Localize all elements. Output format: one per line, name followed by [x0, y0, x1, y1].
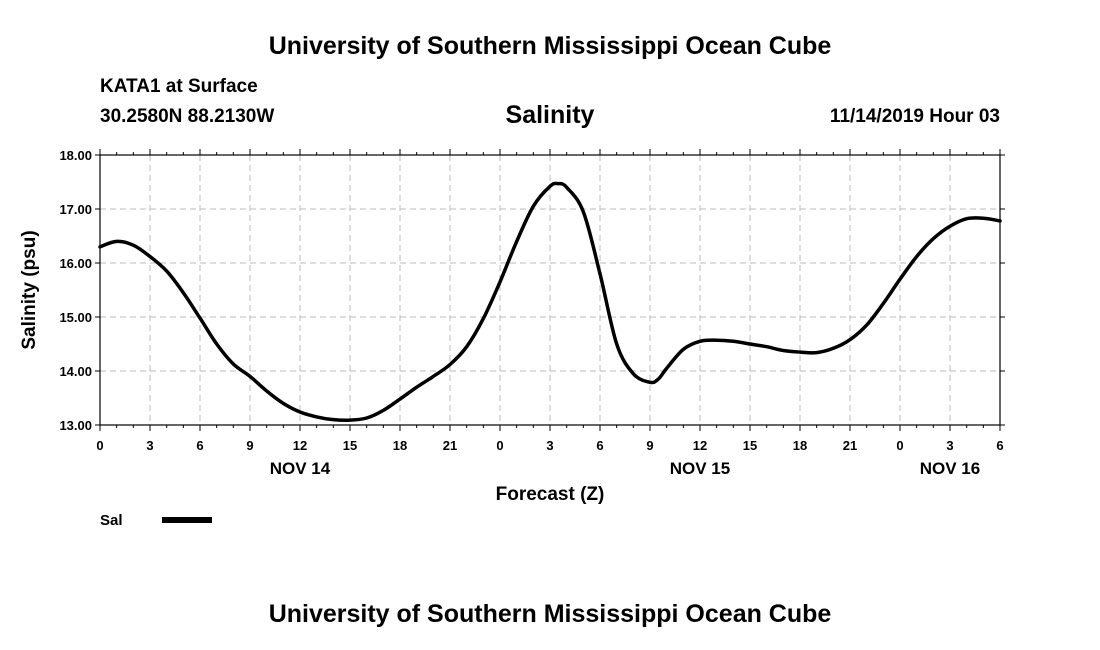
day-label: NOV 16 — [920, 459, 980, 478]
y-tick-label: 17.00 — [59, 202, 92, 217]
day-label: NOV 14 — [270, 459, 331, 478]
page-title: University of Southern Mississippi Ocean… — [268, 32, 832, 60]
x-tick-label: 6 — [196, 438, 203, 453]
x-tick-label: 0 — [496, 438, 503, 453]
y-tick-label: 18.00 — [59, 148, 92, 163]
datetime-label: 11/14/2019 Hour 03 — [829, 106, 1000, 127]
x-tick-label: 18 — [393, 438, 407, 453]
x-tick-label: 3 — [946, 438, 953, 453]
x-tick-label: 6 — [596, 438, 603, 453]
y-axis-title: Salinity (psu) — [19, 230, 40, 349]
x-tick-label: 12 — [293, 438, 307, 453]
x-tick-label: 9 — [646, 438, 653, 453]
x-tick-label: 12 — [693, 438, 707, 453]
legend-label: Sal — [100, 512, 123, 529]
x-tick-label: 15 — [743, 438, 757, 453]
x-tick-label: 0 — [896, 438, 903, 453]
x-tick-label: 9 — [246, 438, 253, 453]
series-line-sal — [98, 181, 1002, 422]
parameter-label: Salinity — [505, 101, 595, 129]
y-tick-label: 16.00 — [59, 256, 92, 271]
day-label: NOV 15 — [670, 459, 730, 478]
location-label: 30.2580N 88.2130W — [100, 106, 275, 127]
x-tick-label: 3 — [546, 438, 553, 453]
station-label: KATA1 at Surface — [100, 76, 258, 97]
x-tick-label: 21 — [443, 438, 457, 453]
x-tick-label: 18 — [793, 438, 807, 453]
y-tick-label: 13.00 — [59, 418, 92, 433]
x-tick-label: 15 — [343, 438, 357, 453]
x-tick-label: 0 — [96, 438, 103, 453]
x-axis-title: Forecast (Z) — [496, 484, 605, 505]
y-tick-label: 15.00 — [59, 310, 92, 325]
footer-title: University of Southern Mississippi Ocean… — [268, 600, 832, 628]
x-tick-label: 3 — [146, 438, 153, 453]
x-tick-label: 6 — [996, 438, 1003, 453]
x-tick-label: 21 — [843, 438, 857, 453]
y-tick-label: 14.00 — [59, 364, 92, 379]
